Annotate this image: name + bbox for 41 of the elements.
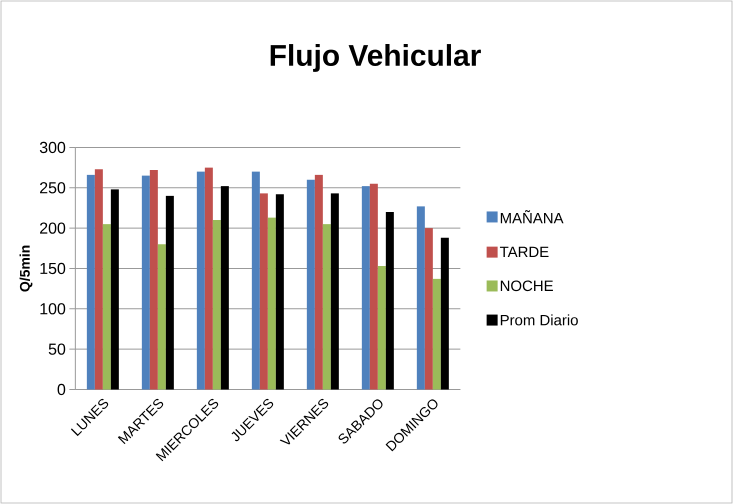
legend-label: TARDE (500, 246, 549, 258)
bar (370, 184, 378, 390)
bar (166, 196, 174, 390)
bar (378, 266, 386, 390)
bar (196, 172, 205, 390)
bar (386, 212, 394, 390)
bar (204, 168, 213, 390)
y-tick-label: 250 (40, 182, 66, 194)
y-tick-label: 100 (40, 303, 66, 314)
bar (102, 224, 111, 390)
bar (220, 186, 229, 390)
bar (416, 206, 425, 390)
legend-label: Prom Diario (500, 314, 578, 326)
chart-title: Flujo Vehicular (270, 44, 481, 72)
bar (212, 220, 221, 390)
bar (142, 176, 150, 390)
bar (158, 244, 166, 390)
y-tick-label: 150 (40, 262, 66, 274)
bar (432, 278, 441, 390)
bar (314, 174, 323, 390)
bar (362, 186, 370, 390)
bar (110, 189, 119, 390)
bar (94, 169, 103, 390)
legend-label: NOCHE (500, 280, 553, 292)
y-tick-label: 50 (48, 343, 66, 355)
bar (86, 174, 95, 390)
y-tick-label: 0 (58, 384, 66, 396)
legend-label: MAÑANA (500, 210, 564, 224)
bar (322, 224, 331, 390)
y-tick-label: 300 (40, 142, 66, 154)
bar (276, 194, 284, 390)
bar (330, 193, 339, 390)
bar (150, 170, 158, 390)
bar (306, 180, 315, 390)
bar (252, 172, 260, 390)
bar (268, 218, 276, 390)
y-tick-label: 200 (40, 222, 66, 234)
y-axis-title: Q/5min (20, 246, 32, 292)
bar (440, 238, 449, 390)
bar (260, 193, 268, 390)
bar (424, 228, 433, 390)
